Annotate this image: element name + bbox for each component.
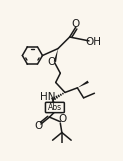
Text: O: O xyxy=(71,19,79,29)
Polygon shape xyxy=(54,49,58,62)
Text: O: O xyxy=(34,121,43,131)
Polygon shape xyxy=(77,80,89,88)
Text: Abs: Abs xyxy=(48,103,62,112)
FancyBboxPatch shape xyxy=(45,102,64,113)
Text: O: O xyxy=(59,114,67,124)
Text: HN: HN xyxy=(40,92,56,102)
Text: O: O xyxy=(47,57,55,67)
Text: OH: OH xyxy=(86,37,102,47)
